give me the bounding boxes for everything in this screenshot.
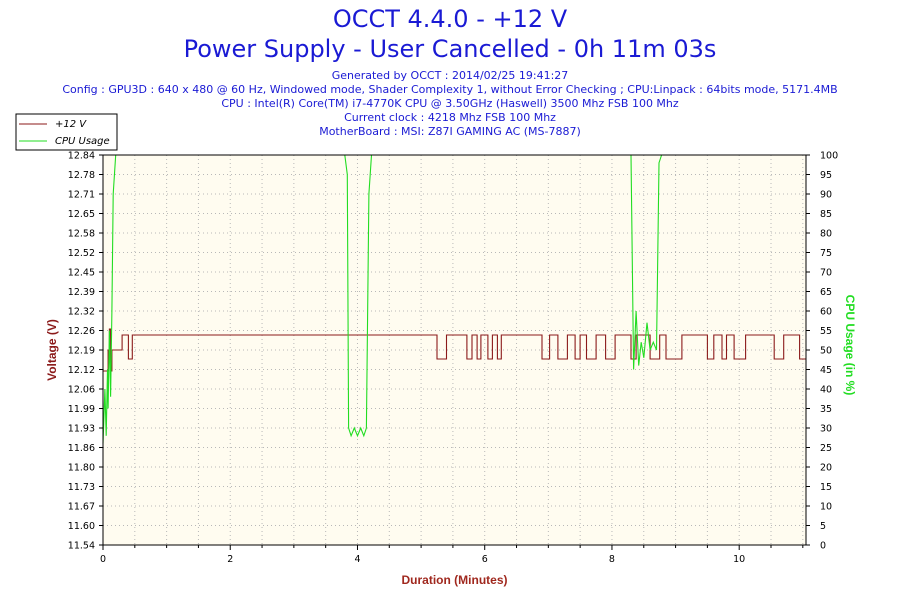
y-left-tick-label: 12.58 [68, 229, 95, 240]
x-tick-label: 8 [609, 554, 615, 565]
y-left-tick-label: 11.80 [68, 463, 95, 474]
y-right-tick-label: 20 [820, 463, 832, 474]
x-tick-label: 2 [227, 554, 233, 565]
y-left-tick-label: 11.99 [68, 404, 95, 415]
y-left-tick-label: 11.86 [68, 443, 95, 454]
y-left-tick-label: 12.71 [68, 190, 95, 201]
y-left-tick-label: 12.39 [68, 287, 95, 298]
y-right-tick-label: 85 [820, 209, 832, 220]
y-right-tick-label: 15 [820, 482, 832, 493]
y-left-tick-label: 12.65 [68, 209, 95, 220]
x-axis-label: Duration (Minutes) [402, 573, 508, 587]
legend-box [15, 113, 118, 151]
y-left-tick-label: 11.54 [68, 541, 95, 552]
y-right-tick-label: 60 [820, 307, 832, 318]
y-left-tick-label: 12.84 [68, 151, 95, 162]
chart-subtitle: Power Supply - User Cancelled - 0h 11m 0… [183, 35, 717, 63]
voltage-series-line [103, 328, 806, 372]
y-right-tick-label: 65 [820, 287, 832, 298]
y-right-tick-label: 35 [820, 404, 832, 415]
y-right-tick-label: 50 [820, 346, 832, 357]
x-tick-label: 6 [482, 554, 488, 565]
y-left-tick-label: 11.93 [68, 424, 95, 435]
y-right-tick-label: 75 [820, 248, 832, 259]
y-right-tick-label: 45 [820, 365, 832, 376]
y-right-tick-label: 80 [820, 229, 832, 240]
config-info: Config : GPU3D : 640 x 480 @ 60 Hz, Wind… [62, 83, 838, 96]
y-right-tick-label: 70 [820, 268, 832, 279]
y-left-tick-label: 12.12 [68, 365, 95, 376]
plot-border [102, 154, 807, 546]
x-tick-label: 4 [354, 554, 360, 565]
y-left-tick-label: 12.45 [68, 268, 95, 279]
x-tick-label: 0 [100, 554, 106, 565]
y-right-tick-label: 10 [820, 502, 832, 513]
y-right-tick-label: 40 [820, 385, 832, 396]
motherboard-info: MotherBoard : MSI: Z87I GAMING AC (MS-78… [319, 125, 581, 138]
y-left-tick-label: 12.32 [68, 307, 95, 318]
y-left-axis-label: Voltage (V) [45, 319, 59, 381]
y-left-tick-label: 11.73 [68, 482, 95, 493]
cpu-usage-series-line [102, 154, 806, 444]
y-left-tick-label: 12.52 [68, 248, 95, 259]
y-right-tick-label: 30 [820, 424, 832, 435]
chart-title: OCCT 4.4.0 - +12 V [332, 5, 568, 33]
y-left-tick-label: 11.67 [68, 502, 95, 513]
y-left-tick-label: 12.19 [68, 346, 95, 357]
generated-info: Generated by OCCT : 2014/02/25 19:41:27 [331, 69, 569, 82]
y-right-tick-label: 100 [820, 151, 838, 162]
plot-area [103, 155, 806, 545]
clock-info: Current clock : 4218 Mhz FSB 100 Mhz [344, 111, 556, 124]
y-right-tick-label: 90 [820, 190, 832, 201]
y-right-tick-label: 95 [820, 170, 832, 181]
legend-cpu-label: CPU Usage [55, 136, 110, 147]
y-right-tick-label: 25 [820, 443, 832, 454]
y-right-axis-label: CPU Usage (in %) [843, 295, 857, 396]
cpu-info: CPU : Intel(R) Core(TM) i7-4770K CPU @ 3… [221, 97, 679, 110]
legend-voltage-label: +12 V [55, 119, 87, 130]
y-left-tick-label: 11.60 [68, 521, 95, 532]
y-right-tick-label: 0 [820, 541, 826, 552]
x-tick-label: 10 [733, 554, 745, 565]
y-left-tick-label: 12.78 [68, 170, 95, 181]
y-right-tick-label: 55 [820, 326, 832, 337]
y-right-tick-label: 5 [820, 521, 826, 532]
y-left-tick-label: 12.06 [68, 385, 95, 396]
y-left-tick-label: 12.26 [68, 326, 95, 337]
